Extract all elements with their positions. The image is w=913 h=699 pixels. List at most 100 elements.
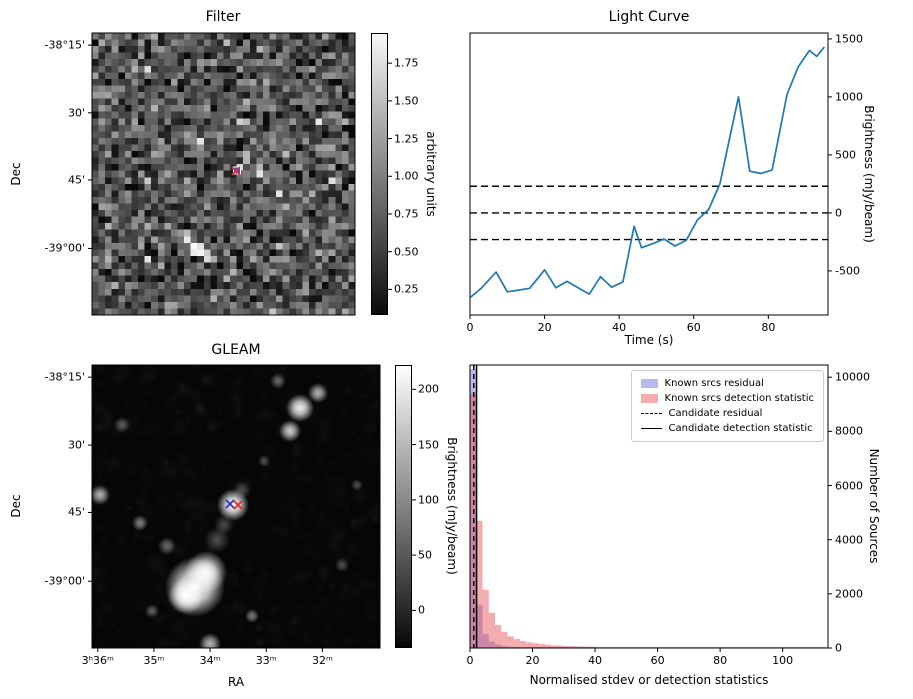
gleam-colorbar-tick: 200	[418, 382, 439, 396]
hist-bar-series1	[682, 647, 689, 648]
gleam-dec-tick: 45'	[67, 505, 85, 519]
filter-colorbar-tick: 1.00	[394, 169, 419, 183]
light-curve-ytick: 500	[835, 148, 856, 162]
hist-bar-series0	[576, 647, 583, 648]
gleam-ra-tick: 32ᵐ	[311, 654, 333, 667]
filter-colorbar-tick: 0.75	[394, 207, 419, 221]
hist-bar-series1	[763, 647, 771, 648]
hist-bar-series1	[520, 640, 527, 648]
hist-bar-series1	[482, 589, 489, 648]
hist-bar-series1	[695, 647, 702, 648]
hist-bar-series0	[482, 633, 489, 648]
hist-bar-series1	[545, 644, 552, 648]
hist-bar-series1	[707, 647, 714, 648]
filter-title: Filter	[205, 9, 241, 25]
filter-dec-tick: -38°15'	[44, 38, 86, 52]
hist-bar-series0	[563, 647, 571, 648]
hist-bar-series0	[532, 647, 539, 648]
hist-bar-series0	[501, 645, 508, 648]
filter-colorbar	[371, 33, 388, 315]
light-curve-xtick: 80	[761, 321, 776, 334]
hist-bar-series1	[588, 646, 596, 648]
gleam-ylabel: Dec	[9, 494, 23, 518]
filter-dec-tick: -39°00'	[44, 241, 86, 255]
filter-colorbar-tick: 0.50	[394, 245, 419, 259]
gleam-colorbar	[395, 365, 412, 648]
gleam-colorbar-label: Brightness (mJy/beam)	[445, 437, 459, 575]
histogram-ytick: 0	[835, 641, 842, 655]
light-curve-xtick: 60	[686, 321, 701, 334]
hist-bar-series1	[732, 647, 739, 648]
hist-bar-series1	[820, 647, 827, 648]
hist-bar-series1	[776, 647, 783, 648]
hist-bar-series1	[551, 645, 558, 648]
hist-bar-series1	[620, 647, 627, 648]
hist-bar-series1	[532, 643, 539, 648]
gleam-title: GLEAM	[211, 342, 261, 358]
hist-bar-series0	[582, 647, 589, 648]
gleam-ra-tick: 33ᵐ	[255, 654, 277, 667]
hist-bar-series1	[538, 644, 546, 648]
light-curve-xtick: 0	[466, 321, 474, 334]
light-curve-xtick: 40	[612, 321, 627, 334]
histogram-xtick: 100	[772, 654, 794, 667]
histogram-xtick: 80	[713, 654, 728, 667]
hist-bar-series0	[495, 644, 502, 648]
hist-bar-series1	[582, 646, 589, 648]
legend-label: Candidate detection statistic	[668, 423, 813, 434]
legend-label: Candidate residual	[668, 408, 763, 419]
legend-swatch-known-detection	[640, 394, 658, 403]
hist-bar-series0	[538, 647, 546, 648]
hist-bar-series1	[770, 647, 777, 648]
gleam-colorbar-tick: 0	[418, 603, 425, 617]
hist-bar-series1	[670, 647, 677, 648]
hist-bar-series1	[507, 636, 514, 648]
light-curve-ylabel: Brightness (mJy/beam)	[862, 105, 876, 243]
hist-bar-series1	[782, 647, 789, 648]
legend-solid-line-icon	[640, 428, 662, 429]
hist-bar-series1	[638, 647, 646, 648]
filter-colorbar-tick: 1.25	[394, 132, 419, 146]
hist-bar-series1	[788, 647, 796, 648]
legend-row: Candidate residual	[640, 406, 814, 421]
gleam-colorbar-tick: 100	[418, 493, 439, 507]
light-curve-ytick: 0	[835, 206, 842, 220]
hist-bar-series1	[757, 647, 764, 648]
light-curve-frame	[469, 32, 829, 316]
filter-dec-tick: 45'	[67, 173, 85, 187]
histogram-xtick: 40	[588, 654, 603, 667]
hist-bar-series0	[476, 604, 483, 648]
hist-bar-series1	[488, 612, 496, 648]
light-curve-ytick: -500	[835, 264, 860, 278]
histogram-xtick: 60	[650, 654, 665, 667]
light-curve-line	[469, 46, 825, 299]
hist-bar-series0	[488, 641, 496, 648]
gleam-ra-tick: 34ᵐ	[199, 654, 221, 667]
legend-swatch-known-residual	[640, 379, 658, 388]
filter-colorbar-tick: 1.50	[394, 94, 419, 108]
hist-bar-series0	[551, 647, 558, 648]
hist-bar-series1	[632, 647, 639, 648]
histogram-ytick: 2000	[835, 587, 863, 601]
histogram-ylabel: Number of Sources	[867, 448, 881, 564]
filter-ylabel: Dec	[9, 162, 23, 186]
gleam-dec-tick: 30'	[67, 438, 85, 452]
light-curve-xtick: 20	[537, 321, 552, 334]
hist-bar-series1	[795, 647, 802, 648]
legend-label: Known srcs detection statistic	[664, 393, 814, 404]
hist-bar-series1	[595, 646, 602, 648]
hist-bar-series0	[557, 647, 564, 648]
hist-bar-series1	[726, 647, 733, 648]
legend-dashed-line-icon	[640, 413, 662, 414]
hist-bar-series0	[520, 647, 527, 648]
hist-bar-series0	[507, 646, 514, 648]
hist-bar-series1	[738, 647, 746, 648]
hist-bar-series1	[801, 647, 808, 648]
legend-row: Known srcs residual	[640, 376, 814, 391]
histogram-xtick: 20	[525, 654, 540, 667]
histogram-ytick: 10000	[835, 370, 870, 384]
hist-bar-series1	[745, 647, 752, 648]
hist-bar-series1	[807, 647, 814, 648]
legend-row: Known srcs detection statistic	[640, 391, 814, 406]
